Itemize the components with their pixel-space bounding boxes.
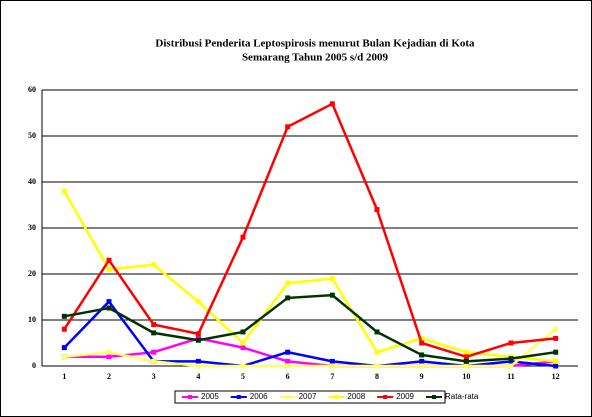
point-marker xyxy=(61,326,67,332)
point-marker xyxy=(329,276,335,282)
y-tick-label: 20 xyxy=(28,269,36,278)
point-marker xyxy=(419,340,425,346)
point-marker xyxy=(151,330,157,336)
point-marker xyxy=(329,101,335,107)
y-tick-label: 50 xyxy=(28,131,36,140)
point-marker xyxy=(508,340,514,346)
y-tick-label: 30 xyxy=(28,223,36,232)
legend-label: 2005 xyxy=(201,392,219,401)
point-marker xyxy=(106,305,112,311)
point-marker xyxy=(151,262,157,268)
x-tick-label: 5 xyxy=(241,372,245,381)
point-marker xyxy=(240,363,246,369)
point-marker xyxy=(240,234,246,240)
point-marker xyxy=(374,207,380,213)
point-marker xyxy=(285,358,291,364)
point-marker xyxy=(553,335,559,341)
x-tick-label: 3 xyxy=(152,372,156,381)
legend-marker xyxy=(383,395,388,399)
point-marker xyxy=(553,349,559,355)
legend-label: 2007 xyxy=(299,392,317,401)
point-marker xyxy=(508,363,514,369)
point-marker xyxy=(329,363,335,369)
point-marker xyxy=(151,322,157,328)
point-marker xyxy=(285,295,291,301)
x-tick-label: 7 xyxy=(330,372,334,381)
legend-label: 2009 xyxy=(396,392,414,401)
series-line xyxy=(64,328,557,368)
series-line xyxy=(64,293,556,363)
point-marker xyxy=(374,329,380,335)
legend-label: 2008 xyxy=(347,392,365,401)
legend-label: 2006 xyxy=(250,392,268,401)
y-tick-label: 40 xyxy=(28,177,36,186)
x-tick-label: 9 xyxy=(420,372,424,381)
point-marker xyxy=(419,358,425,364)
point-marker xyxy=(285,349,291,355)
x-tick-label: 6 xyxy=(286,372,290,381)
point-marker xyxy=(106,299,112,305)
x-tick-label: 10 xyxy=(462,372,470,381)
point-marker xyxy=(240,329,246,335)
point-marker xyxy=(240,345,246,351)
point-marker xyxy=(195,363,201,369)
point-marker xyxy=(151,349,157,355)
point-marker xyxy=(285,124,291,130)
point-marker xyxy=(553,326,559,332)
x-tick-label: 1 xyxy=(62,372,66,381)
point-marker xyxy=(151,358,157,364)
y-tick-label: 0 xyxy=(32,361,36,370)
point-marker xyxy=(463,358,469,364)
point-marker xyxy=(195,299,201,305)
point-marker xyxy=(419,352,425,358)
point-marker xyxy=(553,358,559,364)
point-marker xyxy=(374,363,380,369)
point-marker xyxy=(195,358,201,364)
point-marker xyxy=(329,292,335,298)
chart-title: Distribusi Penderita Leptospirosis menur… xyxy=(155,38,475,50)
point-marker xyxy=(463,349,469,355)
point-marker xyxy=(106,266,112,272)
point-marker xyxy=(329,358,335,364)
y-tick-label: 60 xyxy=(28,85,36,94)
chart-subtitle: Semarang Tahun 2005 s/d 2009 xyxy=(242,52,389,64)
point-marker xyxy=(553,363,559,369)
series-line xyxy=(63,102,556,359)
legend-box xyxy=(174,390,446,404)
legend-label: Rata-rata xyxy=(445,392,479,401)
point-marker xyxy=(374,349,380,355)
point-marker xyxy=(419,363,425,369)
point-marker xyxy=(508,356,514,362)
series-line xyxy=(63,190,556,363)
point-marker xyxy=(285,280,291,286)
y-tick-label: 10 xyxy=(28,315,36,324)
x-tick-label: 8 xyxy=(375,372,379,381)
point-marker xyxy=(463,363,469,369)
point-marker xyxy=(61,354,67,360)
point-marker xyxy=(240,340,246,346)
x-tick-label: 2 xyxy=(107,372,111,381)
point-marker xyxy=(285,363,291,369)
legend-marker xyxy=(236,395,241,399)
legend-marker xyxy=(188,395,192,399)
point-marker xyxy=(106,257,112,263)
point-marker xyxy=(61,345,67,351)
point-marker xyxy=(106,354,112,360)
x-tick-label: 4 xyxy=(196,372,200,381)
x-tick-label: 11 xyxy=(507,372,515,381)
point-marker xyxy=(195,331,201,337)
x-tick-label: 12 xyxy=(552,372,560,381)
legend-marker xyxy=(431,395,436,399)
legend-marker xyxy=(334,395,339,399)
point-marker xyxy=(61,188,67,194)
point-marker xyxy=(463,354,469,360)
legend-marker xyxy=(285,395,290,399)
point-marker xyxy=(195,337,201,343)
point-marker xyxy=(61,313,67,319)
point-marker xyxy=(106,349,112,355)
